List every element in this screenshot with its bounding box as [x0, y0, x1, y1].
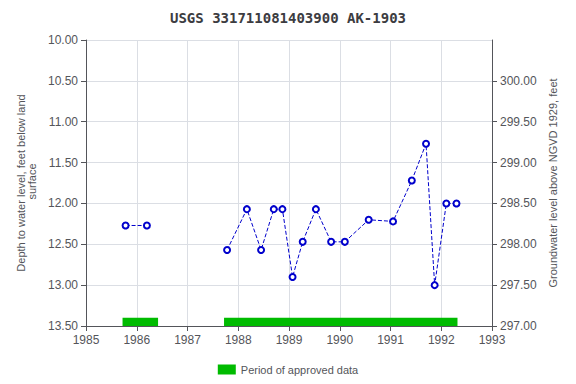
svg-text:1989: 1989 [276, 333, 303, 347]
svg-text:1990: 1990 [326, 333, 353, 347]
svg-text:1987: 1987 [174, 333, 201, 347]
svg-text:298.00: 298.00 [500, 237, 537, 251]
svg-text:1985: 1985 [73, 333, 100, 347]
svg-text:surface: surface [26, 163, 38, 202]
svg-text:USGS 331711081403900 AK-1903: USGS 331711081403900 AK-1903 [170, 10, 406, 26]
svg-text:297.00: 297.00 [500, 319, 537, 333]
svg-text:297.50: 297.50 [500, 278, 537, 292]
svg-text:13.50: 13.50 [48, 319, 78, 333]
svg-text:10.50: 10.50 [48, 74, 78, 88]
svg-text:299.50: 299.50 [500, 115, 537, 129]
svg-text:1991: 1991 [377, 333, 404, 347]
svg-text:12.50: 12.50 [48, 237, 78, 251]
svg-text:Groundwater level above NGVD 1: Groundwater level above NGVD 1929, feet [547, 78, 559, 287]
svg-text:12.00: 12.00 [48, 196, 78, 210]
svg-text:Period of approved data: Period of approved data [241, 364, 359, 376]
svg-text:11.00: 11.00 [49, 115, 78, 129]
svg-text:299.00: 299.00 [500, 156, 537, 170]
svg-text:1993: 1993 [479, 333, 506, 347]
svg-text:1986: 1986 [123, 333, 150, 347]
svg-text:1988: 1988 [225, 333, 252, 347]
svg-text:300.00: 300.00 [500, 74, 537, 88]
svg-text:1992: 1992 [428, 333, 455, 347]
svg-text:13.00: 13.00 [48, 278, 78, 292]
svg-text:Depth to water level, feet bel: Depth to water level, feet below land [14, 94, 27, 272]
svg-text:10.00: 10.00 [48, 33, 78, 47]
svg-text:11.50: 11.50 [49, 156, 78, 170]
svg-text:298.50: 298.50 [500, 196, 537, 210]
